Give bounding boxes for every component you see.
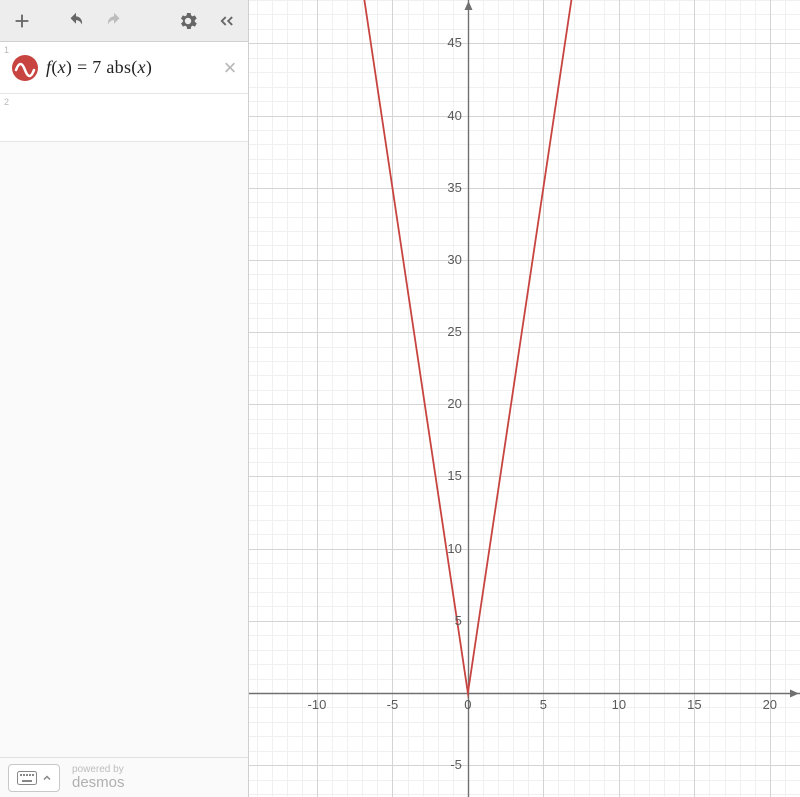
- axis-tick-label: 5: [540, 697, 547, 712]
- expression-sidebar: 1 f(x) = 7 abs(x) × 2: [0, 0, 249, 797]
- expression-formula[interactable]: f(x) = 7 abs(x): [46, 57, 218, 78]
- powered-by-label: powered by desmos: [72, 764, 125, 792]
- axis-tick-label: 15: [447, 468, 461, 483]
- keyboard-icon: [17, 771, 37, 785]
- expression-row[interactable]: 2: [0, 94, 248, 142]
- expression-color-toggle[interactable]: [10, 53, 40, 83]
- graph-pane[interactable]: -10 -5 0 5 10 15 20 -5 5 10 15 20 25 30 35 40 45: [249, 0, 800, 797]
- sidebar-footer: powered by desmos: [0, 757, 248, 797]
- redo-button[interactable]: [96, 4, 132, 38]
- axis-tick-label: 25: [447, 324, 461, 339]
- redo-icon: [103, 10, 125, 32]
- collapse-sidebar-button[interactable]: [208, 4, 244, 38]
- axis-tick-label: 30: [447, 252, 461, 267]
- axis-tick-label: 35: [447, 180, 461, 195]
- expression-index: 1: [4, 45, 9, 55]
- wave-icon: [13, 56, 37, 80]
- axis-tick-label: 40: [447, 108, 461, 123]
- graph-canvas[interactable]: [249, 0, 800, 797]
- gear-icon: [177, 10, 199, 32]
- settings-button[interactable]: [170, 4, 206, 38]
- axis-tick-label: -10: [308, 697, 327, 712]
- axis-tick-label: 10: [447, 541, 461, 556]
- axis-tick-label: -5: [387, 697, 399, 712]
- toolbar: [0, 0, 248, 42]
- undo-icon: [65, 10, 87, 32]
- axis-tick-label: 10: [612, 697, 626, 712]
- axis-tick-label: 45: [447, 35, 461, 50]
- keyboard-toggle-button[interactable]: [8, 764, 60, 792]
- axis-tick-label: 0: [464, 697, 471, 712]
- undo-button[interactable]: [58, 4, 94, 38]
- chevrons-left-icon: [215, 10, 237, 32]
- delete-expression-button[interactable]: ×: [218, 55, 248, 81]
- plus-icon: [11, 10, 33, 32]
- axis-tick-label: 20: [447, 396, 461, 411]
- expression-row[interactable]: 1 f(x) = 7 abs(x) ×: [0, 42, 248, 94]
- axis-tick-label: 15: [687, 697, 701, 712]
- expression-list: 1 f(x) = 7 abs(x) × 2: [0, 42, 248, 757]
- axis-tick-label: -5: [450, 757, 462, 772]
- axis-tick-label: 20: [763, 697, 777, 712]
- chevron-up-icon: [43, 774, 51, 782]
- add-expression-button[interactable]: [4, 4, 40, 38]
- axis-tick-label: 5: [455, 613, 462, 628]
- expression-index: 2: [4, 97, 9, 107]
